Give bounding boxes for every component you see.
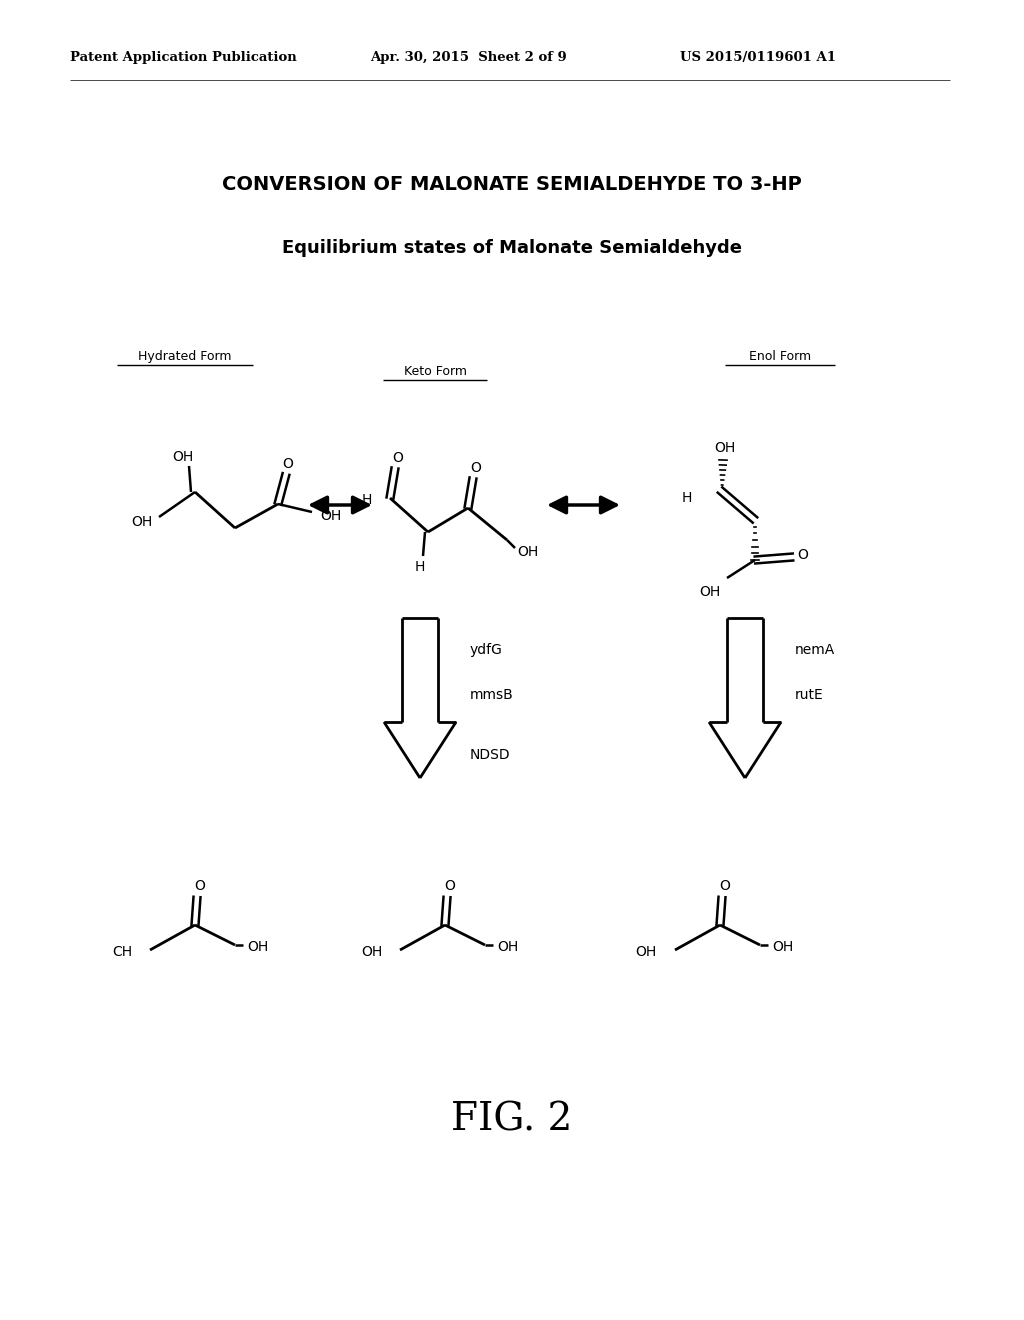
Text: O: O: [195, 879, 206, 894]
Text: H: H: [361, 492, 372, 507]
Text: CH: CH: [112, 945, 132, 960]
Text: O: O: [797, 548, 808, 562]
Text: OH: OH: [319, 510, 341, 523]
Text: Hydrated Form: Hydrated Form: [138, 350, 231, 363]
Text: Keto Form: Keto Form: [403, 366, 467, 378]
Text: O: O: [283, 457, 294, 471]
Text: Patent Application Publication: Patent Application Publication: [70, 51, 297, 65]
Text: Equilibrium states of Malonate Semialdehyde: Equilibrium states of Malonate Semialdeh…: [282, 239, 742, 257]
Text: OH: OH: [247, 940, 268, 954]
Text: OH: OH: [772, 940, 794, 954]
Text: H: H: [415, 560, 425, 574]
Text: Enol Form: Enol Form: [749, 350, 811, 363]
Text: O: O: [720, 879, 730, 894]
Text: OH: OH: [715, 441, 735, 455]
Text: NDSD: NDSD: [470, 748, 511, 762]
Text: rutE: rutE: [795, 688, 823, 702]
Text: mmsB: mmsB: [470, 688, 514, 702]
Text: O: O: [444, 879, 456, 894]
Text: OH: OH: [172, 450, 194, 465]
Text: Apr. 30, 2015  Sheet 2 of 9: Apr. 30, 2015 Sheet 2 of 9: [370, 51, 566, 65]
Text: US 2015/0119601 A1: US 2015/0119601 A1: [680, 51, 836, 65]
Text: OH: OH: [360, 945, 382, 960]
Text: H: H: [682, 491, 692, 506]
Text: OH: OH: [698, 585, 720, 599]
Text: nemA: nemA: [795, 643, 836, 657]
Text: OH: OH: [636, 945, 657, 960]
Text: CONVERSION OF MALONATE SEMIALDEHYDE TO 3-HP: CONVERSION OF MALONATE SEMIALDEHYDE TO 3…: [222, 176, 802, 194]
Text: OH: OH: [132, 515, 153, 529]
Text: FIG. 2: FIG. 2: [452, 1101, 572, 1138]
Text: ydfG: ydfG: [470, 643, 503, 657]
Text: O: O: [392, 451, 403, 465]
Text: OH: OH: [497, 940, 518, 954]
Text: O: O: [471, 461, 481, 475]
Text: OH: OH: [517, 545, 539, 558]
